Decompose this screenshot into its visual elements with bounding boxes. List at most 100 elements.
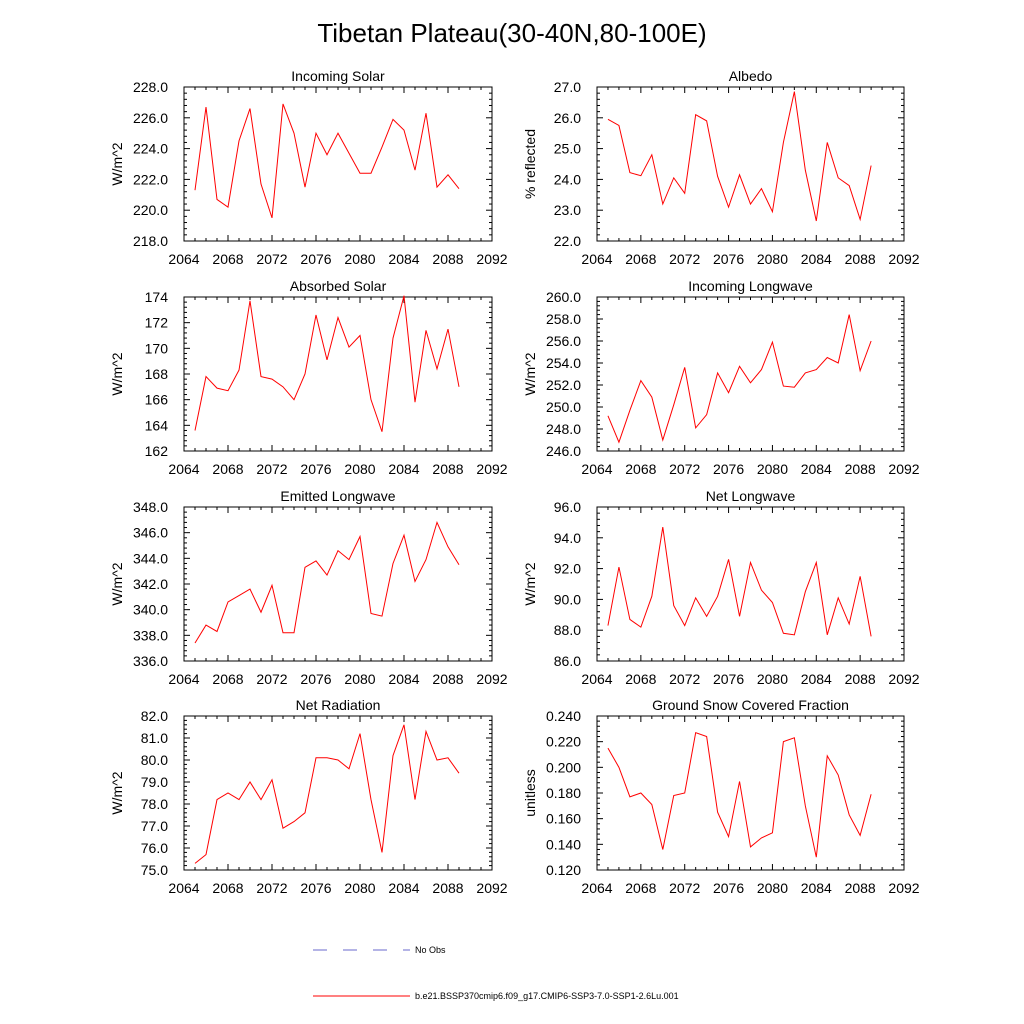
y-tick-label: 338.0 (133, 627, 168, 643)
y-tick-label: 77.0 (141, 818, 168, 834)
y-axis-label: % reflected (522, 129, 538, 199)
series-line (194, 724, 460, 864)
y-tick-label: 168 (145, 366, 169, 382)
y-tick-label: 0.200 (546, 759, 581, 775)
x-tick-label: 2068 (212, 880, 243, 896)
x-tick-label: 2068 (212, 671, 243, 687)
x-tick-label: 2084 (388, 671, 419, 687)
y-tick-label: 258.0 (546, 311, 581, 327)
y-tick-label: 78.0 (141, 796, 168, 812)
x-tick-label: 2084 (801, 880, 832, 896)
y-tick-label: 86.0 (554, 653, 581, 669)
y-tick-label: 172 (145, 315, 169, 331)
x-tick-label: 2068 (212, 251, 243, 267)
y-tick-label: 94.0 (554, 530, 581, 546)
y-tick-label: 76.0 (141, 840, 168, 856)
series-line (607, 526, 872, 637)
y-tick-label: 92.0 (554, 561, 581, 577)
y-tick-label: 222.0 (133, 171, 168, 187)
y-tick-label: 23.0 (554, 202, 581, 218)
x-tick-label: 2084 (388, 251, 419, 267)
y-tick-label: 218.0 (133, 233, 168, 249)
x-tick-label: 2080 (757, 251, 788, 267)
series-line (194, 103, 460, 219)
y-tick-label: 260.0 (546, 289, 581, 305)
x-tick-label: 2064 (168, 461, 199, 477)
y-tick-label: 88.0 (554, 622, 581, 638)
series-line (607, 91, 872, 222)
x-tick-label: 2068 (625, 880, 656, 896)
series-line (607, 314, 872, 444)
x-tick-label: 2088 (432, 251, 463, 267)
x-tick-label: 2088 (845, 880, 876, 896)
x-tick-label: 2064 (168, 251, 199, 267)
x-tick-label: 2072 (669, 671, 700, 687)
y-tick-label: 26.0 (554, 110, 581, 126)
x-tick-label: 2092 (476, 461, 507, 477)
y-tick-label: 250.0 (546, 399, 581, 415)
y-tick-label: 79.0 (141, 774, 168, 790)
y-tick-label: 340.0 (133, 602, 168, 618)
y-tick-label: 256.0 (546, 333, 581, 349)
x-tick-label: 2072 (256, 880, 287, 896)
y-tick-label: 96.0 (554, 499, 581, 515)
panel-2: Albedo % reflected 2064 2068 2072 2076 2080 208… (522, 68, 920, 267)
x-tick-label: 2080 (344, 251, 375, 267)
x-tick-label: 2088 (845, 461, 876, 477)
x-tick-label: 2084 (388, 880, 419, 896)
x-tick-label: 2092 (888, 251, 919, 267)
x-tick-label: 2084 (801, 251, 832, 267)
y-tick-label: 348.0 (133, 499, 168, 515)
x-tick-label: 2076 (713, 671, 744, 687)
y-tick-label: 75.0 (141, 862, 168, 878)
y-tick-label: 22.0 (554, 233, 581, 249)
panel-3: Absorbed Solar W/m^2 2064 2068 2072 2076 2080 2… (109, 278, 508, 477)
x-tick-label: 2068 (212, 461, 243, 477)
x-tick-label: 2064 (581, 671, 612, 687)
y-tick-label: 342.0 (133, 576, 168, 592)
x-tick-label: 2068 (625, 251, 656, 267)
x-tick-label: 2076 (300, 880, 331, 896)
plot-frame (596, 86, 905, 242)
y-tick-label: 24.0 (554, 171, 581, 187)
panel-title: Albedo (729, 68, 773, 84)
y-tick-label: 0.240 (546, 708, 581, 724)
panel-title: Net Radiation (296, 697, 381, 713)
plot-frame (183, 296, 493, 452)
panels: Incoming Solar W/m^2 2064 2068 2072 2076 2080 2… (109, 68, 920, 896)
panel-6: Net Longwave W/m^2 2064 2068 2072 2076 2080 208… (522, 488, 920, 687)
panel-title: Net Longwave (706, 488, 796, 504)
panel-title: Emitted Longwave (280, 488, 395, 504)
plot-frame (183, 715, 493, 871)
y-tick-label: 246.0 (546, 443, 581, 459)
no-obs-legend-label: No Obs (415, 945, 446, 955)
y-tick-label: 346.0 (133, 525, 168, 541)
y-tick-label: 254.0 (546, 355, 581, 371)
x-tick-label: 2088 (845, 251, 876, 267)
y-tick-label: 0.160 (546, 811, 581, 827)
x-tick-label: 2084 (388, 461, 419, 477)
panel-title: Incoming Solar (291, 68, 385, 84)
y-tick-label: 0.140 (546, 836, 581, 852)
legend: No Obs b.e21.BSSP370cmip6.f09_g17.CMIP6-… (313, 945, 679, 1001)
y-tick-label: 336.0 (133, 653, 168, 669)
x-tick-label: 2068 (625, 461, 656, 477)
x-tick-label: 2072 (256, 671, 287, 687)
x-tick-label: 2080 (757, 461, 788, 477)
y-tick-label: 27.0 (554, 79, 581, 95)
y-tick-label: 162 (145, 443, 169, 459)
x-tick-label: 2088 (432, 461, 463, 477)
x-tick-label: 2092 (888, 880, 919, 896)
x-tick-label: 2064 (581, 461, 612, 477)
x-tick-label: 2092 (888, 461, 919, 477)
y-tick-label: 80.0 (141, 752, 168, 768)
x-tick-label: 2072 (669, 251, 700, 267)
x-tick-label: 2084 (801, 461, 832, 477)
y-tick-label: 166 (145, 392, 169, 408)
y-axis-label: W/m^2 (109, 142, 125, 185)
y-tick-label: 82.0 (141, 708, 168, 724)
x-tick-label: 2092 (476, 251, 507, 267)
y-tick-label: 228.0 (133, 79, 168, 95)
y-axis-label: W/m^2 (522, 562, 538, 605)
x-tick-label: 2088 (432, 671, 463, 687)
